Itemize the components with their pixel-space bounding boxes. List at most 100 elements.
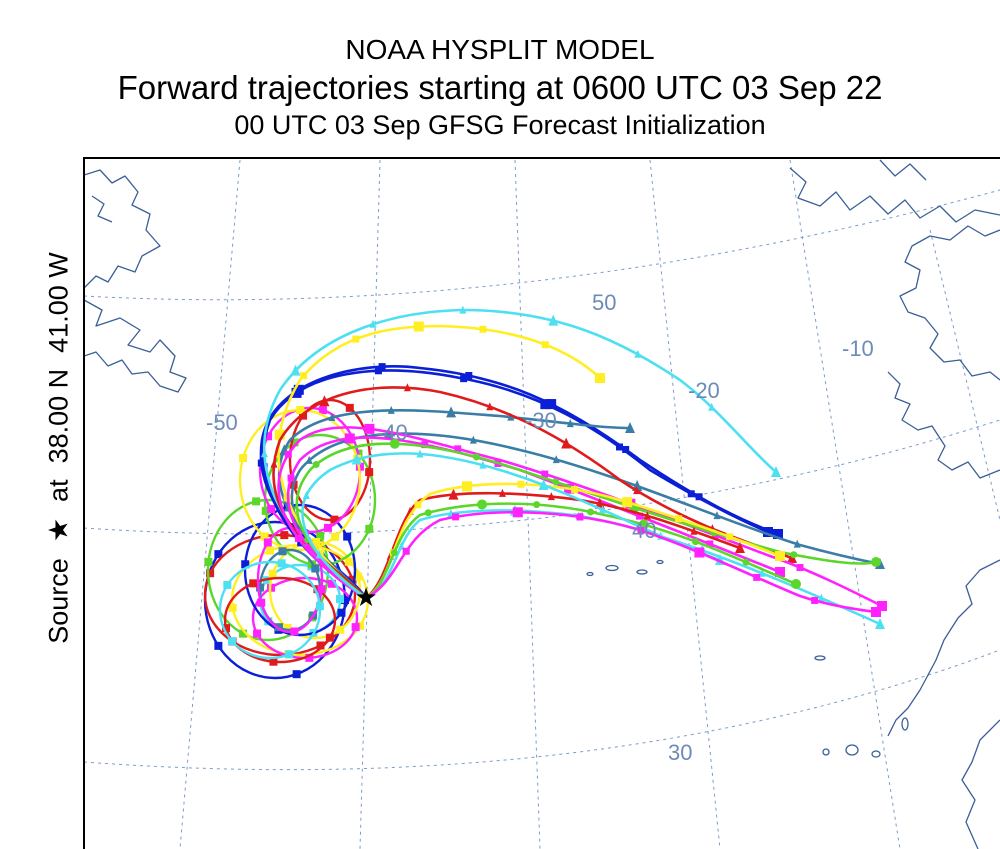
trajectory-marker <box>595 373 605 383</box>
trajectory-marker <box>316 531 325 540</box>
trajectory-marker <box>616 443 624 451</box>
trajectory-marker <box>266 546 275 555</box>
trajectory-title: Forward trajectories starting at 0600 UT… <box>117 69 883 106</box>
trajectory-marker <box>305 653 314 662</box>
trajectory-marker <box>206 569 215 578</box>
trajectory-marker <box>791 579 801 589</box>
latitude-label-30: 30 <box>668 740 692 765</box>
trajectory-marker <box>875 618 885 629</box>
trajectory-loop <box>223 576 337 664</box>
trajectory-marker <box>306 544 314 552</box>
trajectory-marker <box>735 542 745 553</box>
trajectory-marker <box>633 486 641 495</box>
longitude-label-minus40: -40 <box>376 420 408 445</box>
trajectory-loop <box>243 503 357 637</box>
trajectory-marker <box>758 568 766 577</box>
trajectory-marker <box>345 403 354 412</box>
coastlines <box>84 159 1000 849</box>
trajectory-marker <box>364 423 375 434</box>
trajectory-marker <box>389 438 400 449</box>
trajectory-marker <box>256 583 265 592</box>
trajectory-marker <box>566 419 574 428</box>
trajectory-marker <box>459 305 467 314</box>
trajectory-marker <box>204 557 213 566</box>
trajectory-marker <box>257 459 265 467</box>
longitude-label-minus50: -50 <box>206 410 238 435</box>
trajectory-marker <box>413 321 424 332</box>
trajectory-marker <box>793 539 801 548</box>
trajectory-marker <box>294 534 302 542</box>
trajectory-marker <box>228 637 237 646</box>
trajectory-marker <box>713 511 721 520</box>
initialization-subtitle: 00 UTC 03 Sep GFSG Forecast Initializati… <box>234 110 766 140</box>
trajectory-marker <box>599 505 607 514</box>
trajectory-marker <box>473 453 481 461</box>
trajectory-marker <box>691 538 699 546</box>
trajectory-path <box>364 491 742 600</box>
trajectory-marker <box>269 657 278 666</box>
europe-coast <box>899 225 1000 381</box>
trajectory-marker <box>446 406 457 418</box>
trajectory-marker <box>548 314 559 326</box>
trajectory-marker <box>486 402 494 411</box>
latitude-label-40: 40 <box>632 518 656 543</box>
azores-islands <box>586 559 826 661</box>
trajectory-marker <box>625 422 635 433</box>
trajectory-marker <box>330 515 339 524</box>
trajectory-marker <box>223 580 232 589</box>
trajectory-marker <box>817 593 825 602</box>
trajectory-marker <box>541 341 549 349</box>
trajectory-marker <box>239 454 248 463</box>
trajectory-marker <box>687 490 695 498</box>
trajectory-marker <box>290 438 299 447</box>
trajectory-marker <box>726 533 734 541</box>
trajectory-marker <box>452 513 460 521</box>
trajectory-path <box>364 482 782 600</box>
longitude-label-minus10: -10 <box>842 336 874 361</box>
trajectory-marker <box>344 557 353 566</box>
trajectory-marker <box>290 364 301 376</box>
trajectory-marker <box>538 479 549 491</box>
trajectory-marker <box>790 551 798 559</box>
trajectory-marker <box>328 413 336 422</box>
trajectory-marker <box>267 505 276 514</box>
trajectory-marker <box>318 406 327 415</box>
trajectory-marker <box>479 460 487 469</box>
trajectory-marker <box>292 670 301 679</box>
trajectory-marker <box>351 623 360 632</box>
trajectory-marker <box>327 579 336 588</box>
trajectory-marker <box>214 641 223 650</box>
trajectory-marker <box>383 428 394 440</box>
trajectory-marker <box>387 405 395 414</box>
longitude-label-minus30: -30 <box>525 408 557 433</box>
trajectory-marker <box>315 550 323 559</box>
trajectory-marker <box>622 445 630 453</box>
trajectory-marker <box>257 598 266 607</box>
trajectory-marker <box>222 624 231 633</box>
trajectory-path <box>364 510 878 614</box>
trajectory-marker <box>498 488 506 497</box>
trajectory-marker <box>414 501 422 509</box>
trajectory-marker <box>351 453 362 465</box>
trajectory-marker <box>312 461 320 469</box>
latitude-label-50: 50 <box>592 290 616 315</box>
trajectory-marker <box>454 445 462 453</box>
trajectory-marker <box>274 429 285 440</box>
trajectory-marker <box>343 532 352 541</box>
trajectory-marker <box>285 650 294 659</box>
trajectory-marker <box>507 412 515 421</box>
trajectory-marker <box>337 608 346 617</box>
trajectory-marker <box>775 551 785 561</box>
trajectory-marker <box>344 433 355 444</box>
trajectory-marker <box>517 480 525 488</box>
trajectory-marker <box>877 601 887 611</box>
trajectory-marker <box>587 508 595 516</box>
trajectory-marker <box>643 511 651 520</box>
longitude-label-minus20: -20 <box>688 378 720 403</box>
trajectory-marker <box>311 564 320 573</box>
trajectory-layer <box>203 305 887 680</box>
trajectory-path <box>259 365 780 600</box>
trajectory-marker <box>403 383 411 392</box>
trajectory-marker <box>552 478 560 486</box>
trajectory-marker <box>277 559 286 568</box>
